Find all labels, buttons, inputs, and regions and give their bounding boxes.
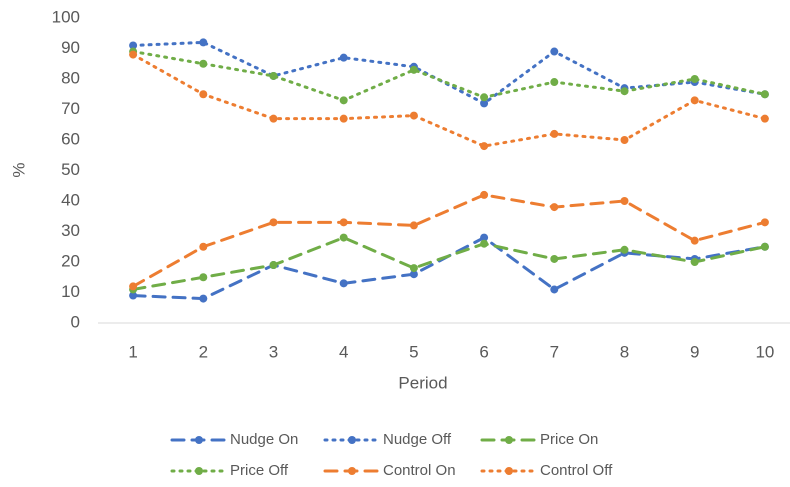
data-point — [199, 294, 208, 303]
series-line — [131, 235, 767, 301]
x-tick-label: 1 — [128, 342, 137, 361]
data-point — [690, 236, 699, 245]
data-point — [480, 99, 489, 108]
legend-label: Price On — [540, 431, 598, 448]
data-point — [199, 242, 208, 251]
data-point — [550, 285, 559, 294]
y-tick-label: 0 — [71, 312, 80, 331]
y-tick-label: 100 — [52, 7, 80, 26]
legend-marker — [195, 467, 203, 475]
legend-marker — [348, 436, 356, 444]
y-tick-label: 50 — [61, 160, 80, 179]
legend-marker — [505, 436, 513, 444]
data-point — [339, 96, 348, 105]
data-point — [409, 65, 418, 74]
data-point — [409, 264, 418, 273]
x-tick-label: 9 — [690, 342, 699, 361]
data-point — [620, 245, 629, 254]
y-tick-label: 80 — [61, 68, 80, 87]
legend-marker — [348, 467, 356, 475]
legend-label: Price Off — [230, 462, 289, 479]
data-point — [199, 273, 208, 282]
data-point — [690, 96, 699, 105]
data-point — [409, 270, 418, 279]
data-point — [550, 47, 559, 56]
data-point — [339, 53, 348, 62]
x-axis-label: Period — [398, 373, 447, 392]
y-axis-label: % — [9, 162, 28, 177]
x-tick-label: 7 — [550, 342, 559, 361]
legend-label: Control On — [383, 462, 456, 479]
data-point — [480, 190, 489, 199]
data-point — [269, 218, 278, 227]
data-point — [339, 233, 348, 242]
data-point — [409, 221, 418, 230]
x-tick-label: 8 — [620, 342, 629, 361]
x-tick-label: 10 — [755, 342, 774, 361]
data-point — [620, 87, 629, 96]
y-tick-label: 60 — [61, 129, 80, 148]
data-point — [620, 136, 629, 144]
data-point — [620, 197, 629, 205]
data-point — [690, 258, 699, 266]
data-point — [129, 282, 138, 291]
data-point — [129, 41, 138, 50]
x-tick-label: 5 — [409, 342, 418, 361]
data-point — [550, 78, 559, 87]
data-point — [269, 261, 278, 270]
data-point — [129, 50, 138, 59]
x-tick-label: 2 — [199, 342, 208, 361]
y-tick-label: 70 — [61, 99, 80, 118]
data-point — [480, 93, 489, 102]
data-point — [550, 129, 559, 138]
x-tick-label: 3 — [269, 342, 278, 361]
series-line — [131, 40, 767, 106]
legend-label: Nudge Off — [383, 431, 452, 448]
data-point — [269, 71, 278, 80]
series-line — [131, 235, 767, 291]
data-point — [129, 291, 138, 300]
x-tick-label: 6 — [479, 342, 488, 361]
data-point — [480, 142, 489, 151]
data-point — [339, 218, 348, 227]
series-line — [131, 50, 767, 102]
data-point — [409, 111, 418, 120]
data-point — [760, 90, 769, 99]
data-point — [339, 279, 348, 288]
legend: Nudge On Nudge Off Price On Price Off Contro… — [170, 431, 613, 479]
data-point — [760, 218, 769, 227]
legend-label: Control Off — [540, 462, 613, 479]
data-point — [269, 114, 278, 123]
legend-label: Nudge On — [230, 431, 298, 448]
y-tick-label: 20 — [61, 251, 80, 270]
series-line — [131, 53, 767, 148]
y-tick-label: 90 — [61, 38, 80, 57]
data-point — [550, 254, 559, 263]
x-tick-label: 4 — [339, 342, 348, 361]
y-tick-label: 40 — [61, 190, 80, 209]
data-point — [550, 203, 559, 212]
y-tick-label: 30 — [61, 221, 80, 240]
y-tick-label: 10 — [61, 282, 80, 301]
data-point — [199, 90, 208, 99]
legend-marker — [195, 436, 203, 444]
data-point — [760, 242, 769, 251]
legend-marker — [505, 467, 513, 475]
data-point — [199, 59, 208, 68]
data-point — [339, 114, 348, 123]
data-point — [480, 233, 489, 242]
data-point — [760, 114, 769, 123]
data-point — [480, 239, 489, 248]
data-point — [690, 75, 699, 83]
data-point — [199, 38, 208, 47]
series-line — [131, 193, 767, 288]
